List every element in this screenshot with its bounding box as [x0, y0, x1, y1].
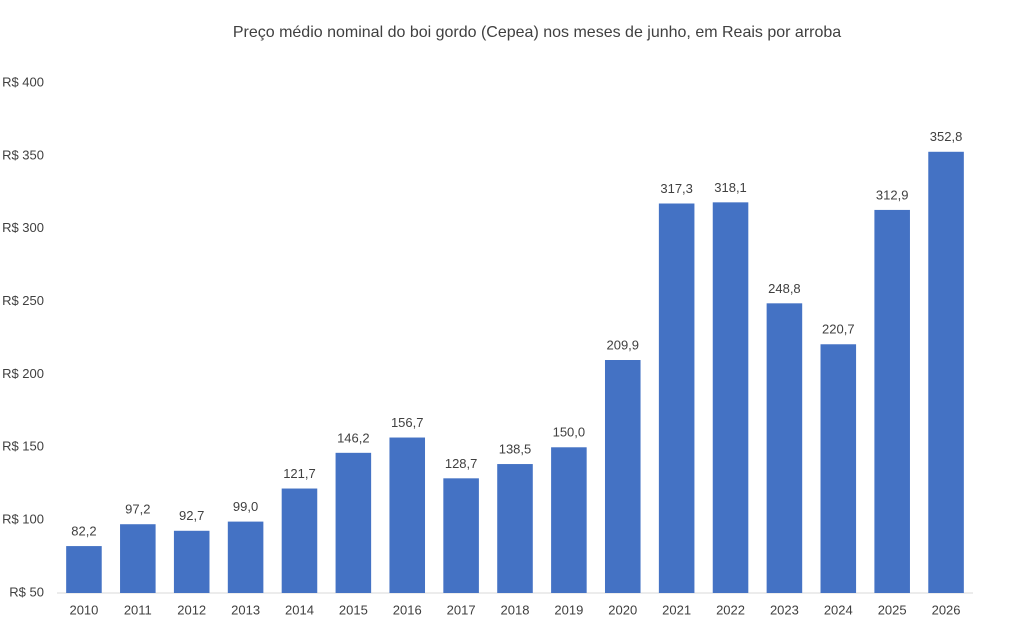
bar	[604, 360, 641, 593]
bar	[820, 344, 857, 593]
data-label: 146,2	[337, 430, 370, 445]
data-label: 312,9	[876, 187, 909, 202]
bar	[335, 452, 372, 593]
data-label: 97,2	[125, 502, 150, 517]
bar	[712, 202, 749, 593]
chart-title: Preço médio nominal do boi gordo (Cepea)…	[233, 24, 841, 41]
bar	[66, 546, 102, 593]
data-label: 121,7	[283, 466, 316, 481]
bar	[551, 447, 587, 593]
x-tick-label: 2020	[608, 602, 637, 617]
x-tick-label: 2010	[69, 602, 98, 617]
x-tick-label: 2011	[124, 602, 152, 617]
y-tick-label: R$ 100	[2, 512, 44, 527]
data-label: 82,2	[71, 524, 96, 539]
data-label: 99,0	[233, 499, 258, 514]
data-label: 318,1	[714, 180, 747, 195]
y-tick-label: R$ 200	[2, 366, 44, 381]
data-label: 317,3	[660, 181, 693, 196]
data-label: 220,7	[822, 322, 855, 337]
bar	[497, 464, 533, 593]
data-label: 128,7	[445, 456, 478, 471]
x-tick-label: 2022	[716, 602, 745, 617]
bar	[874, 209, 910, 593]
x-tick-label: 2025	[878, 602, 907, 617]
data-label: 248,8	[768, 281, 801, 296]
x-tick-label: 2018	[501, 602, 530, 617]
y-tick-label: R$ 350	[2, 147, 44, 162]
y-tick-label: R$ 250	[2, 293, 44, 308]
x-tick-label: 2016	[393, 602, 422, 617]
data-label: 209,9	[606, 337, 639, 352]
bar	[120, 524, 156, 593]
bar	[389, 437, 426, 593]
x-tick-label: 2015	[339, 602, 368, 617]
data-label: 150,0	[553, 425, 586, 440]
data-label: 138,5	[499, 441, 532, 456]
x-tick-label: 2014	[285, 602, 314, 617]
x-tick-label: 2017	[447, 602, 476, 617]
y-tick-label: R$ 300	[2, 220, 44, 235]
data-label: 156,7	[391, 415, 424, 430]
x-tick-label: 2026	[932, 602, 961, 617]
x-tick-label: 2023	[770, 602, 799, 617]
bar	[281, 488, 318, 593]
bar	[227, 521, 264, 593]
x-tick-label: 2019	[554, 602, 583, 617]
data-label: 92,7	[179, 508, 204, 523]
y-tick-label: R$ 400	[2, 74, 44, 89]
y-tick-label: R$ 150	[2, 439, 44, 454]
bar	[658, 203, 695, 593]
x-tick-label: 2013	[231, 602, 260, 617]
x-tick-label: 2024	[824, 602, 853, 617]
x-tick-label: 2021	[662, 602, 691, 617]
bar	[173, 530, 210, 593]
bar	[766, 303, 803, 593]
bar	[443, 478, 479, 593]
data-label: 352,8	[930, 129, 963, 144]
bar	[928, 151, 964, 593]
x-tick-label: 2012	[177, 602, 206, 617]
y-tick-label: R$ 50	[9, 584, 44, 599]
